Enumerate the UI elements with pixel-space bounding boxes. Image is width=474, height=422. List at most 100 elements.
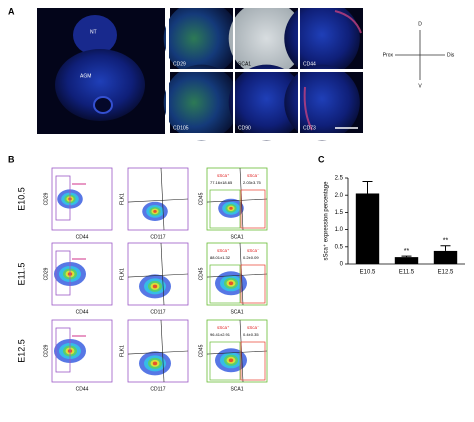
image-label: AGM [80, 73, 91, 79]
tissue [228, 64, 305, 141]
gutter [169, 133, 363, 140]
gutter [169, 0, 363, 8]
gate [55, 175, 71, 221]
axis-label: CD117 [150, 234, 165, 240]
axis-label: SCA1 [230, 234, 243, 240]
quadrant [127, 198, 189, 203]
axis-label: CD29 [43, 267, 49, 280]
event-density [228, 358, 234, 363]
event-density [152, 284, 158, 289]
quadrant [160, 242, 165, 306]
gate-value: 88.01±1.32 [210, 255, 231, 260]
image-label: NT [90, 29, 97, 35]
image-label: CD29 [173, 61, 186, 67]
x-tick-label: E12.5 [438, 270, 454, 276]
quadrant [239, 167, 244, 231]
gate [55, 250, 71, 296]
gate [240, 264, 266, 304]
panel-label: A [8, 6, 15, 16]
y-tick-label: 0.5 [335, 244, 344, 250]
gate-value: 0.4±0.35 [243, 332, 259, 337]
quadrant [206, 198, 268, 203]
image-label: CD90 [238, 125, 251, 131]
event-density [152, 361, 158, 366]
axis-label: CD44 [76, 234, 89, 240]
compass-label: Dis [447, 52, 455, 58]
gate [209, 341, 241, 381]
tissue [73, 15, 117, 55]
gate-value: 77.16±18.65 [210, 180, 233, 185]
stain [303, 86, 313, 131]
error-bar [362, 180, 373, 194]
row-label: E10.5 [16, 187, 26, 211]
tissue [93, 96, 113, 114]
gate-name: sSca⁺ [217, 248, 230, 253]
y-tick-label: 0 [340, 262, 344, 268]
quadrant [127, 273, 189, 278]
event-density [228, 281, 234, 286]
axis-label: CD44 [76, 309, 89, 315]
image-label: CD73 [303, 125, 316, 131]
row-label: E11.5 [16, 263, 26, 286]
event-density [153, 209, 157, 213]
gate-value: 96.41±2.91 [210, 332, 231, 337]
axis-label: SCA1 [230, 309, 243, 315]
bar [355, 193, 380, 264]
x-tick-label: E11.5 [399, 270, 415, 276]
y-axis-label: sSca⁺ expression percentage [323, 181, 330, 261]
image-label: CD105 [173, 125, 189, 131]
flow-plot [206, 319, 268, 383]
axis-label: CD117 [150, 309, 165, 315]
y-tick-label: 2.0 [335, 193, 344, 199]
gate-name: sSca⁻ [247, 248, 260, 253]
image-label: SCA1 [238, 61, 251, 67]
axis-label: FLK1 [119, 268, 125, 280]
quadrant [206, 350, 268, 355]
row-label: E12.5 [16, 339, 26, 363]
bar [394, 257, 419, 264]
gate [240, 189, 266, 229]
tissue [284, 0, 360, 77]
axis-label: CD45 [198, 344, 204, 357]
quadrant [160, 319, 165, 383]
gate-name: sSca⁻ [247, 173, 260, 178]
y-tick-label: 1.5 [335, 210, 344, 216]
y-tick-label: 1.0 [335, 227, 344, 233]
gate [209, 189, 241, 229]
tissue [284, 64, 360, 141]
panel-label: B [8, 154, 15, 164]
tissue [55, 49, 145, 121]
quadrant [160, 167, 165, 231]
compass-label: Prox [383, 52, 394, 58]
compass-label: D [418, 21, 422, 27]
gate-value: 0.2±0.09 [243, 255, 259, 260]
gate-value: 2.03±3.75 [243, 180, 262, 185]
quadrant [127, 350, 189, 355]
quadrant [206, 273, 268, 278]
tissue [163, 64, 240, 141]
gate [240, 341, 266, 381]
x-tick-label: E10.5 [360, 270, 376, 276]
y-tick-label: 2.5 [335, 176, 344, 182]
error-bar [440, 245, 451, 251]
stain [334, 10, 362, 34]
gutter [169, 69, 363, 72]
quadrant [239, 319, 244, 383]
axis-label: CD29 [43, 192, 49, 205]
axis-label: FLK1 [119, 193, 125, 205]
quadrant [239, 242, 244, 306]
compass-label: V [418, 83, 422, 89]
significance: ** [443, 238, 449, 245]
axis-label: CD45 [198, 267, 204, 280]
axis-label: CD44 [76, 386, 89, 392]
axis-label: CD45 [198, 192, 204, 205]
gate-name: sSca⁻ [247, 325, 260, 330]
significance: ** [404, 248, 410, 255]
panel-label: C [318, 154, 325, 164]
gate [209, 264, 241, 304]
tissue [163, 0, 240, 77]
gutter [166, 0, 169, 140]
bar [433, 250, 458, 264]
tissue [228, 0, 305, 77]
